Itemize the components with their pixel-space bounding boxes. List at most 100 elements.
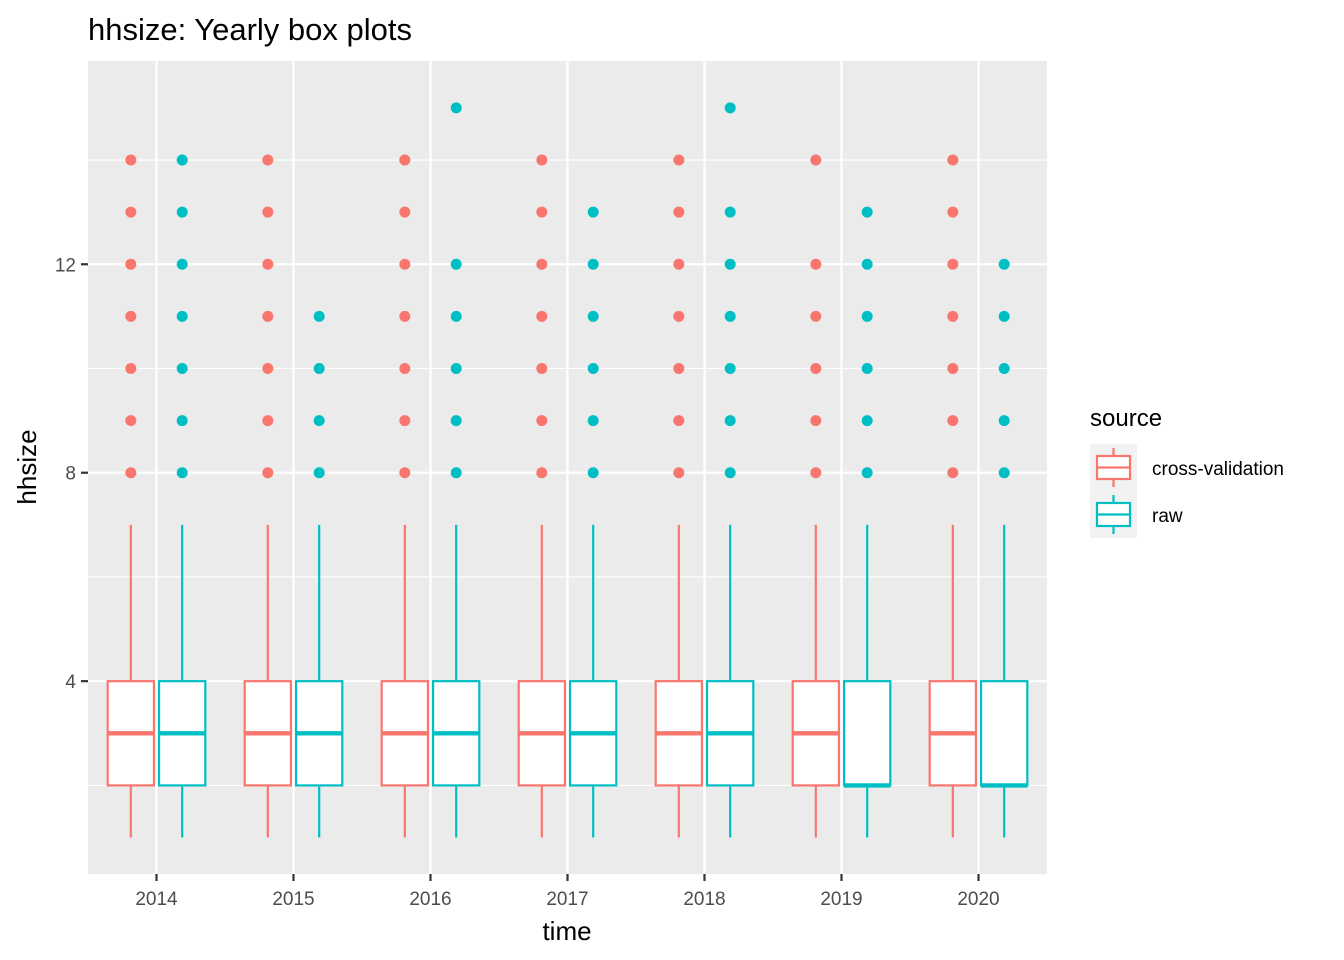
outlier-point — [125, 415, 137, 427]
chart-title: hhsize: Yearly box plots — [88, 12, 412, 47]
box-raw-2017 — [568, 206, 618, 838]
outlier-point — [399, 310, 411, 322]
series-cross-validation — [106, 154, 978, 838]
outlier-point — [262, 467, 274, 479]
outlier-point — [262, 206, 274, 218]
outlier-point — [587, 206, 599, 218]
outlier-point — [536, 258, 548, 270]
outlier-point — [861, 206, 873, 218]
outlier-point — [125, 258, 137, 270]
outlier-point — [125, 467, 137, 479]
outlier-point — [262, 310, 274, 322]
outlier-point — [810, 154, 822, 166]
outlier-point — [810, 467, 822, 479]
y-tick-label: 12 — [55, 255, 76, 276]
series-raw — [157, 102, 1029, 838]
outlier-point — [262, 415, 274, 427]
outlier-point — [262, 154, 274, 166]
y-axis-title: hhsize — [12, 429, 42, 504]
x-tick-label: 2020 — [957, 889, 999, 910]
box-cross-validation-2014 — [106, 154, 156, 838]
x-tick-label: 2015 — [272, 889, 314, 910]
outlier-point — [313, 467, 325, 479]
outlier-point — [536, 362, 548, 374]
outlier-point — [998, 362, 1010, 374]
outlier-point — [724, 102, 736, 114]
box-raw-2018 — [705, 102, 755, 838]
outlier-point — [947, 362, 959, 374]
outlier-point — [947, 415, 959, 427]
outlier-point — [673, 467, 685, 479]
outlier-point — [947, 258, 959, 270]
x-axis-title: time — [542, 916, 591, 946]
box-raw-2019 — [842, 206, 892, 838]
outlier-point — [399, 467, 411, 479]
outlier-point — [724, 362, 736, 374]
outlier-point — [399, 258, 411, 270]
x-tick-label: 2014 — [135, 889, 178, 910]
box-rect — [842, 680, 892, 787]
outlier-point — [176, 415, 188, 427]
outlier-point — [861, 258, 873, 270]
outlier-point — [536, 415, 548, 427]
box-raw-2014 — [157, 154, 207, 838]
outlier-point — [947, 310, 959, 322]
outlier-point — [673, 310, 685, 322]
outlier-point — [176, 310, 188, 322]
outlier-point — [810, 362, 822, 374]
outlier-point — [125, 154, 137, 166]
outlier-point — [724, 206, 736, 218]
outlier-point — [673, 415, 685, 427]
outlier-point — [450, 102, 462, 114]
outlier-point — [998, 310, 1010, 322]
outlier-point — [587, 310, 599, 322]
legend-key-raw: raw — [1090, 491, 1183, 538]
outlier-point — [125, 206, 137, 218]
box-cross-validation-2015 — [243, 154, 293, 838]
box-rect — [979, 680, 1029, 787]
outlier-point — [176, 258, 188, 270]
outlier-point — [724, 310, 736, 322]
box-raw-2015 — [294, 310, 344, 838]
outlier-point — [399, 154, 411, 166]
outlier-point — [450, 362, 462, 374]
legend-key-cross-validation: cross-validation — [1090, 444, 1284, 491]
outlier-point — [536, 310, 548, 322]
outlier-point — [587, 415, 599, 427]
outlier-point — [450, 310, 462, 322]
outlier-point — [587, 258, 599, 270]
outlier-point — [673, 362, 685, 374]
outlier-point — [176, 206, 188, 218]
y-tick-label: 4 — [65, 672, 76, 693]
box-raw-2016 — [431, 102, 481, 838]
axes: 4 8 12 2014 2015 2016 2017 2018 2019 2020 — [55, 255, 1000, 910]
box-cross-validation-2017 — [517, 154, 567, 838]
outlier-point — [724, 467, 736, 479]
outlier-point — [998, 415, 1010, 427]
outlier-point — [125, 310, 137, 322]
outlier-point — [861, 467, 873, 479]
outlier-point — [998, 258, 1010, 270]
outlier-point — [673, 206, 685, 218]
outlier-point — [947, 154, 959, 166]
outlier-point — [673, 154, 685, 166]
legend-label: cross-validation — [1152, 459, 1284, 480]
outlier-point — [998, 467, 1010, 479]
x-tick-label: 2018 — [683, 889, 725, 910]
outlier-point — [861, 415, 873, 427]
outlier-point — [587, 467, 599, 479]
outlier-point — [399, 206, 411, 218]
outlier-point — [810, 310, 822, 322]
outlier-point — [450, 258, 462, 270]
y-tick-label: 8 — [65, 464, 76, 485]
outlier-point — [399, 362, 411, 374]
box-cross-validation-2018 — [654, 154, 704, 838]
outlier-point — [125, 362, 137, 374]
legend-label: raw — [1152, 506, 1183, 527]
legend: source cross-validation raw — [1090, 405, 1284, 538]
outlier-point — [313, 415, 325, 427]
box-raw-2020 — [979, 258, 1029, 838]
outlier-point — [947, 467, 959, 479]
box-cross-validation-2019 — [791, 154, 841, 838]
box-series — [106, 102, 1029, 838]
